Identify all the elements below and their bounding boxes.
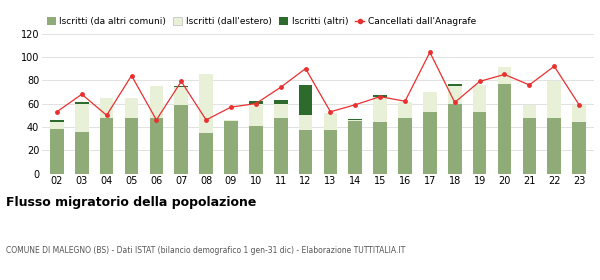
Bar [323, 130, 337, 174]
Bar [497, 84, 511, 174]
Bar [100, 118, 113, 174]
Bar [199, 74, 213, 133]
Bar [523, 105, 536, 118]
Text: COMUNE DI MALEGNO (BS) - Dati ISTAT (bilancio demografico 1 gen-31 dic) - Elabor: COMUNE DI MALEGNO (BS) - Dati ISTAT (bil… [6, 246, 405, 255]
Bar [349, 120, 362, 121]
Bar [274, 104, 287, 118]
Bar [323, 113, 337, 130]
Bar [299, 130, 313, 174]
Bar [274, 100, 287, 104]
Bar [125, 98, 139, 118]
Legend: Iscritti (da altri comuni), Iscritti (dall'estero), Iscritti (altri), Cancellati: Iscritti (da altri comuni), Iscritti (da… [47, 17, 476, 26]
Bar [349, 119, 362, 120]
Bar [249, 104, 263, 126]
Bar [423, 92, 437, 112]
Bar [249, 101, 263, 104]
Bar [75, 132, 89, 174]
Bar [473, 85, 487, 112]
Bar [373, 97, 387, 122]
Bar [50, 120, 64, 122]
Bar [373, 122, 387, 174]
Bar [125, 118, 139, 174]
Bar [448, 104, 461, 174]
Bar [175, 86, 188, 87]
Bar [224, 121, 238, 174]
Bar [349, 121, 362, 174]
Bar [199, 133, 213, 174]
Bar [398, 102, 412, 118]
Bar [75, 104, 89, 132]
Bar [175, 87, 188, 105]
Bar [274, 118, 287, 174]
Bar [547, 81, 561, 118]
Bar [100, 98, 113, 118]
Bar [423, 112, 437, 174]
Bar [373, 95, 387, 97]
Bar [149, 86, 163, 118]
Bar [547, 118, 561, 174]
Bar [249, 126, 263, 174]
Bar [398, 118, 412, 174]
Bar [523, 118, 536, 174]
Bar [473, 112, 487, 174]
Bar [75, 102, 89, 104]
Bar [448, 84, 461, 86]
Bar [299, 85, 313, 115]
Bar [149, 118, 163, 174]
Bar [572, 122, 586, 174]
Bar [497, 67, 511, 84]
Bar [50, 122, 64, 129]
Bar [572, 105, 586, 122]
Bar [224, 120, 238, 121]
Text: Flusso migratorio della popolazione: Flusso migratorio della popolazione [6, 196, 256, 209]
Bar [50, 129, 64, 174]
Bar [299, 115, 313, 130]
Bar [175, 105, 188, 174]
Bar [448, 86, 461, 104]
